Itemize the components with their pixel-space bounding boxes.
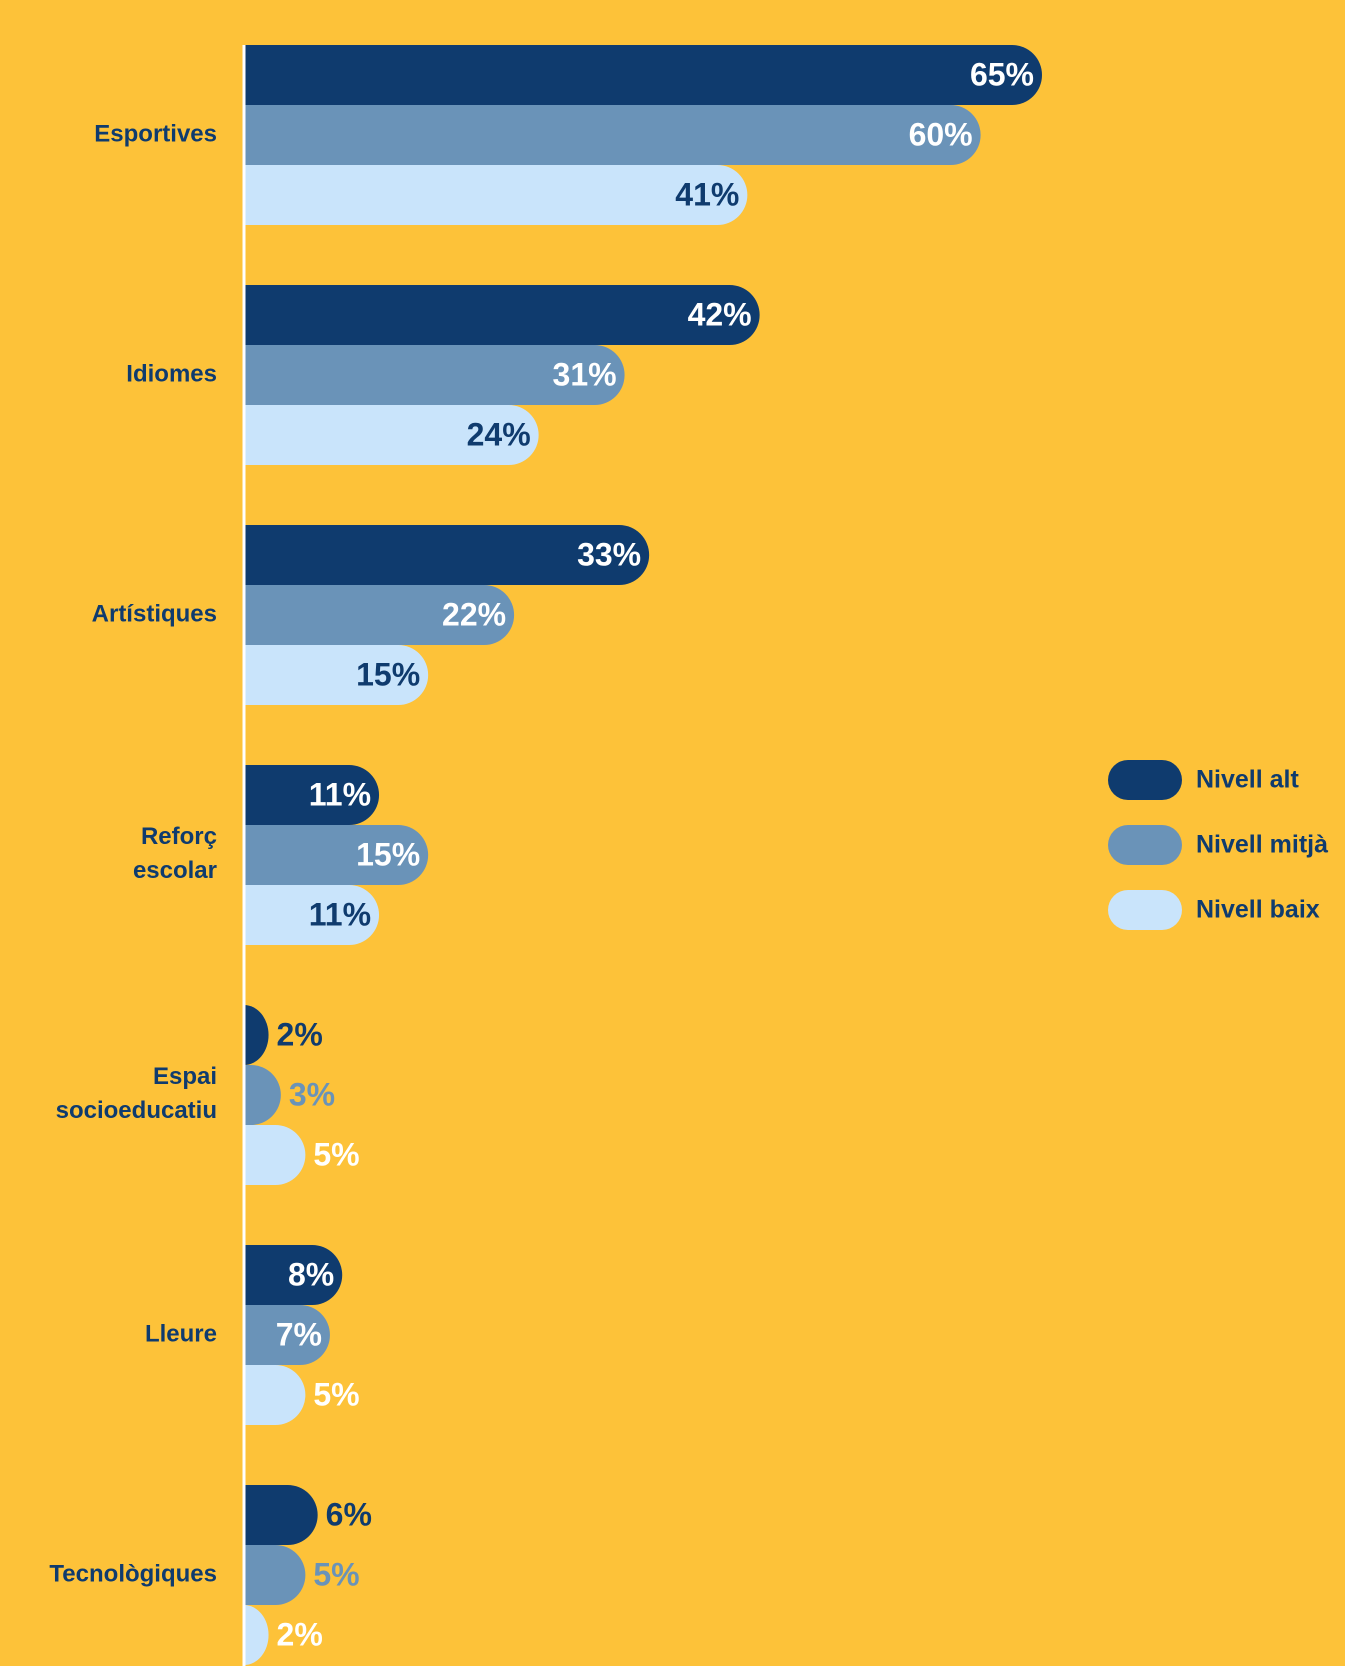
value-label: 31% (553, 356, 617, 392)
bar (244, 1605, 269, 1665)
bar (244, 1065, 281, 1125)
legend-swatch (1108, 825, 1182, 865)
bar (244, 1005, 269, 1065)
legend-label: Nivell alt (1196, 766, 1299, 794)
value-label: 2% (277, 1016, 323, 1052)
legend-label: Nivell baix (1196, 896, 1320, 924)
bar (244, 1125, 305, 1185)
value-label: 5% (313, 1556, 359, 1592)
category-label: Idiomes (126, 360, 217, 387)
value-label: 24% (467, 416, 531, 452)
value-label: 3% (289, 1076, 335, 1112)
value-label: 11% (309, 896, 371, 932)
value-label: 42% (688, 296, 752, 332)
category-label-line: escolar (133, 857, 217, 884)
category-label-line: Reforç (141, 823, 217, 850)
bar (244, 165, 747, 225)
category-label: Reforç escolar (133, 823, 217, 884)
chart: Esportives 65% 60% 41% Idiomes 42% 31% 24% Artís… (0, 0, 1345, 1666)
value-label: 7% (276, 1316, 322, 1352)
value-label: 5% (313, 1376, 359, 1412)
value-label: 5% (313, 1136, 359, 1172)
value-label: 11% (309, 776, 371, 812)
category-label-line: socioeducatiu (56, 1097, 217, 1124)
value-label: 60% (909, 116, 973, 152)
category-label-line: Espai (153, 1063, 217, 1090)
bar (244, 1545, 305, 1605)
value-label: 33% (577, 536, 641, 572)
category-label: Esportives (94, 120, 217, 147)
value-label: 41% (675, 176, 739, 212)
value-label: 2% (277, 1616, 323, 1652)
bar (244, 285, 760, 345)
category-label: Tecnològiques (49, 1560, 217, 1587)
bar (244, 105, 981, 165)
bar (244, 1365, 305, 1425)
legend-label: Nivell mitjà (1196, 831, 1328, 859)
legend-swatch (1108, 890, 1182, 930)
value-label: 8% (288, 1256, 334, 1292)
category-label: Espai socioeducatiu (56, 1063, 217, 1124)
legend-swatch (1108, 760, 1182, 800)
category-label: Artístiques (92, 600, 217, 627)
category-label: Lleure (145, 1320, 217, 1347)
bar (244, 1485, 318, 1545)
bar (244, 45, 1042, 105)
value-label: 15% (356, 836, 420, 872)
value-label: 6% (326, 1496, 372, 1532)
value-label: 65% (970, 56, 1034, 92)
value-label: 22% (442, 596, 506, 632)
value-label: 15% (356, 656, 420, 692)
